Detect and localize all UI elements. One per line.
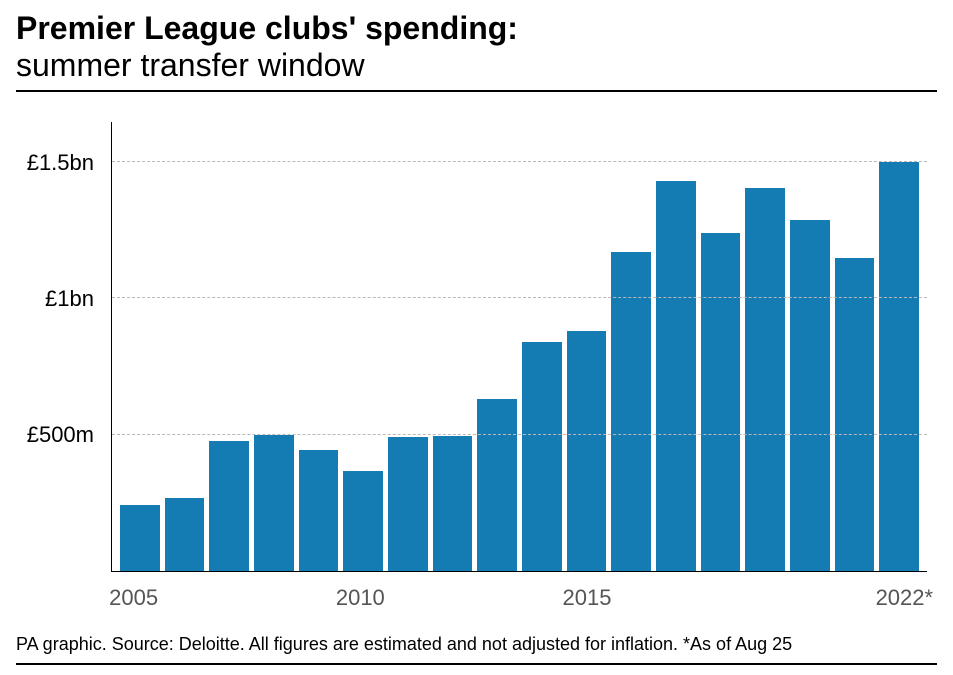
bar [522,342,562,571]
bar [120,505,160,570]
bar [165,498,205,570]
x-tick-label: 2005 [109,585,158,611]
footer-note: PA graphic. Source: Deloitte. All figure… [16,634,937,665]
x-tick-label: 2022* [876,585,934,611]
y-axis-labels: £500m £1bn £1.5bn [16,122,106,572]
bar [343,471,383,570]
title-sub: summer transfer window [16,47,937,84]
bar [388,437,428,570]
bar [790,220,830,571]
bars-container [112,122,927,571]
chart: £500m £1bn £1.5bn 2005 2010 2015 2022* [16,122,937,632]
x-tick-label: 2010 [336,585,385,611]
grid-line [112,297,927,298]
bar [835,258,875,571]
bar [254,435,294,571]
bar [701,233,741,570]
grid-line [112,161,927,162]
bar [299,450,339,571]
title-block: Premier League clubs' spending: summer t… [16,10,937,92]
x-tick-label: 2015 [563,585,612,611]
y-tick-label: £500m [27,422,94,448]
bar [656,181,696,570]
y-tick-label: £1bn [45,286,94,312]
bar [567,331,607,570]
bar [745,188,785,570]
bar [611,252,651,570]
x-axis-labels: 2005201020152022* [111,577,927,632]
title-bold: Premier League clubs' spending: [16,10,937,47]
bar [433,436,473,571]
plot-area [111,122,927,572]
y-tick-label: £1.5bn [27,150,94,176]
bar [209,441,249,570]
bar [879,162,919,570]
grid-line [112,434,927,435]
bar [477,399,517,570]
